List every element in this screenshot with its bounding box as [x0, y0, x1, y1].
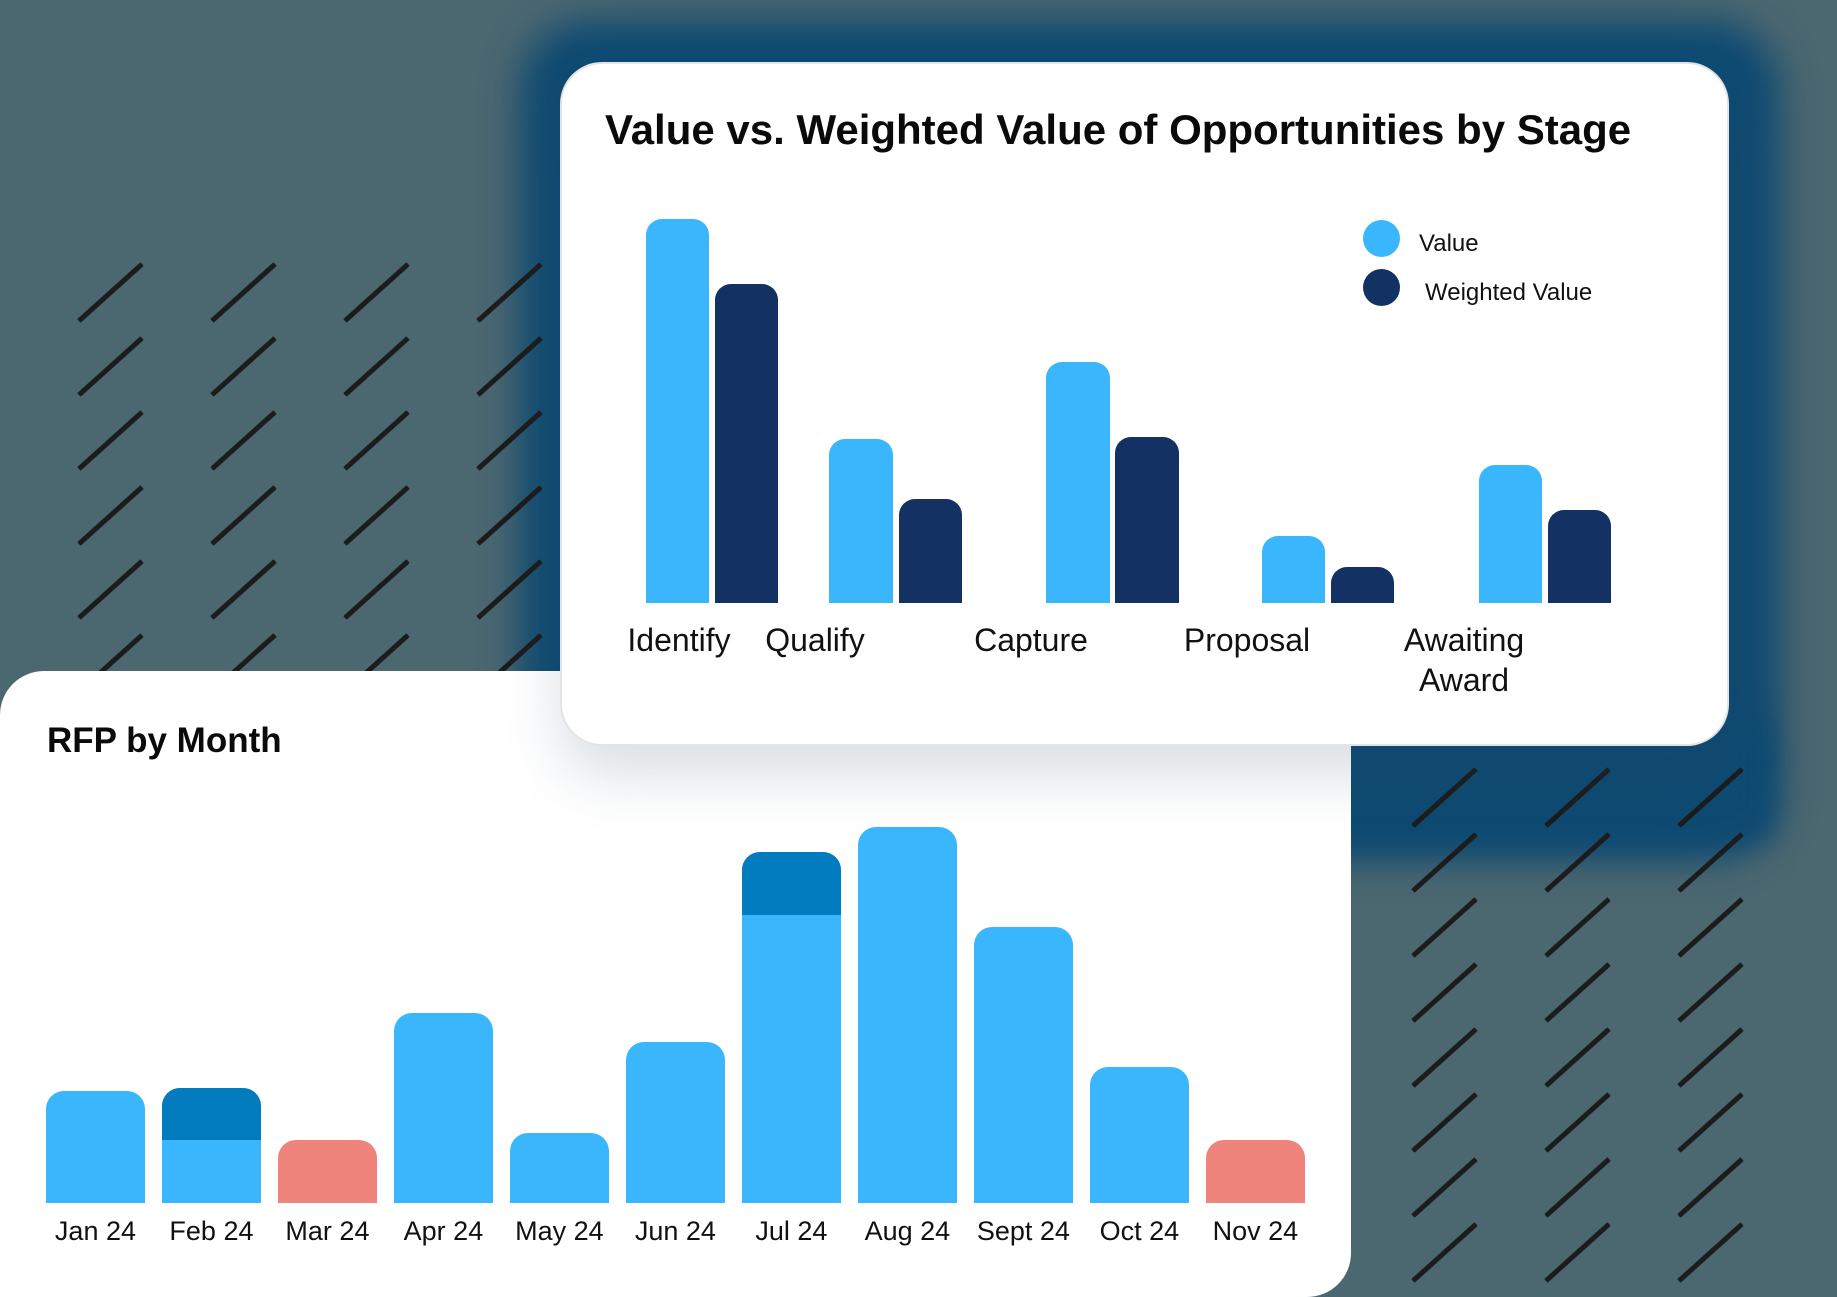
stripe-line [1544, 962, 1611, 1023]
rfp-month-bar [393, 1013, 494, 1204]
stripe-line [1677, 962, 1744, 1023]
stage-value-card: Value vs. Weighted Value of Opportunitie… [562, 64, 1727, 744]
rfp-month-label: Nov 24 [1212, 1216, 1299, 1247]
stripe-line [343, 410, 410, 471]
stripe-line [77, 559, 144, 620]
stripe-line [1411, 962, 1478, 1023]
rfp-month-label: Oct 24 [1099, 1216, 1180, 1247]
rfp-chart-title: RFP by Month [47, 721, 282, 760]
rfp-month-label: Jun 24 [634, 1216, 716, 1247]
stripe-line [1544, 897, 1611, 958]
stripe-line [1677, 1092, 1744, 1153]
stripe-line [1544, 1222, 1611, 1283]
weighted-value-bar [714, 284, 778, 603]
legend-value-swatch [1363, 220, 1400, 257]
weighted-value-bar [1330, 566, 1395, 603]
stripe-line [343, 559, 410, 620]
stripe-line [1677, 1157, 1744, 1218]
rfp-month-bar [625, 1041, 726, 1204]
stripe-line [1411, 1092, 1478, 1153]
stripe-line [77, 336, 144, 397]
rfp-month-bar [973, 926, 1074, 1204]
stripe-line [1411, 897, 1478, 958]
stripe-line [1544, 1157, 1611, 1218]
stripe-line [210, 485, 277, 546]
rfp-month-label: Sept 24 [976, 1216, 1070, 1247]
rfp-month-label: Apr 24 [403, 1216, 484, 1247]
rfp-by-month-card: RFP by Month Jan 24 Feb 24 Mar 24 Apr 24 May… [0, 671, 1351, 1297]
stage-label: Qualify [765, 622, 865, 658]
weighted-value-bar [898, 498, 962, 603]
rfp-month-label: Jul 24 [755, 1216, 828, 1247]
rfp-month-bar [1089, 1067, 1190, 1204]
stripe-line [1411, 1157, 1478, 1218]
rfp-month-bar [1205, 1139, 1306, 1204]
stripe-line [1544, 1027, 1611, 1088]
stripe-line [343, 262, 410, 323]
rfp-highlight-segment [161, 1088, 262, 1140]
weighted-value-bar [1547, 510, 1611, 603]
stripe-line [210, 559, 277, 620]
stripe-line [77, 485, 144, 546]
rfp-month-bar [161, 1088, 262, 1204]
rfp-month-bar [509, 1132, 610, 1204]
rfp-month-label: Feb 24 [169, 1216, 254, 1247]
stage-label: Proposal [1183, 622, 1311, 658]
stripe-line [77, 410, 144, 471]
stripe-line [1677, 897, 1744, 958]
rfp-month-bar [741, 851, 842, 1204]
rfp-month-bar [45, 1090, 146, 1204]
stripe-line [1411, 1222, 1478, 1283]
value-bar [645, 218, 709, 603]
legend-weighted-swatch [1363, 269, 1400, 306]
legend-value-label: Value [1419, 230, 1479, 257]
stripe-line [1411, 1027, 1478, 1088]
rfp-month-label: Aug 24 [864, 1216, 951, 1247]
stage-chart-title: Value vs. Weighted Value of Opportunitie… [605, 106, 1632, 153]
legend-weighted-label: Weighted Value [1425, 279, 1593, 306]
weighted-value-bar [1115, 436, 1179, 603]
stripe-line [210, 336, 277, 397]
stripe-line [210, 262, 277, 323]
stage-label: Identify [627, 622, 731, 658]
stripe-line [343, 336, 410, 397]
rfp-month-label: Mar 24 [285, 1216, 370, 1247]
value-bar [1261, 536, 1326, 603]
rfp-month-label: May 24 [515, 1216, 604, 1247]
rfp-month-label: Jan 24 [54, 1216, 136, 1247]
stripe-line [77, 262, 144, 323]
value-bar [829, 438, 893, 603]
rfp-month-bar [277, 1139, 378, 1204]
rfp-highlight-segment [741, 851, 842, 916]
stripe-line [1544, 1092, 1611, 1153]
stripe-line [1677, 1222, 1744, 1283]
stripe-line [210, 410, 277, 471]
rfp-month-bar [857, 827, 958, 1204]
stage-label: Award [1418, 662, 1510, 698]
stage-label: Capture [974, 622, 1088, 658]
value-bar [1478, 464, 1542, 603]
stripe-line [343, 485, 410, 546]
stage-label: Awaiting [1403, 622, 1525, 658]
stripe-line [1677, 1027, 1744, 1088]
value-bar [1046, 361, 1110, 603]
